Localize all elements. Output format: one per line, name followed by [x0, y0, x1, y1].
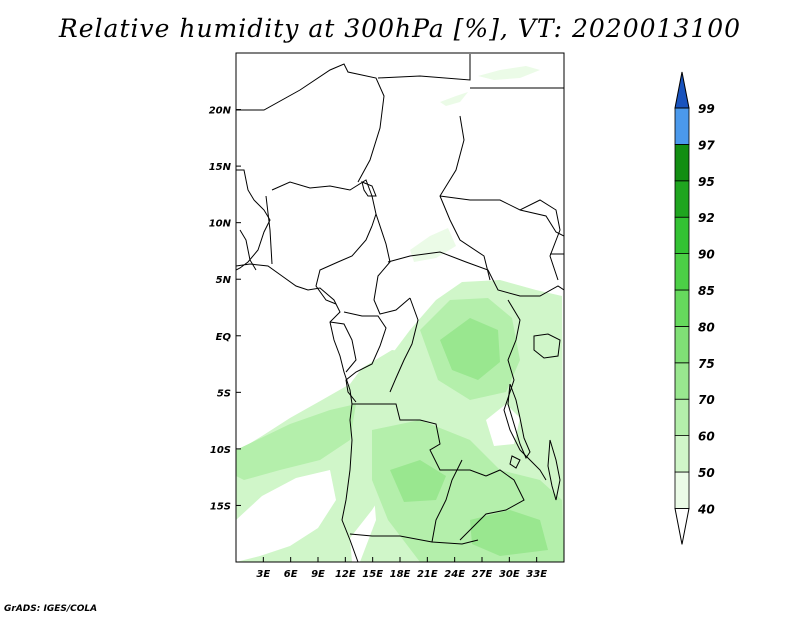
colorbar-segment — [674, 471, 690, 509]
credit-label: GrADS: IGES/COLA — [4, 604, 98, 614]
lon-tick-label: 12E — [335, 569, 356, 580]
colorbar-segment — [674, 180, 690, 218]
lat-tick-label: 15N — [209, 162, 232, 173]
border-car-chad — [387, 251, 564, 297]
lat-tick-label: 20N — [209, 106, 232, 117]
humidity-field — [236, 66, 564, 562]
border-zambia — [431, 459, 525, 543]
lake-mweru — [509, 455, 521, 469]
border-nigeria-niger — [271, 179, 377, 227]
colorbar-segment — [674, 289, 690, 327]
humidity-streak-north-b — [440, 92, 468, 106]
humidity-region-sw-band — [236, 404, 356, 480]
colorbar-segment — [674, 253, 690, 291]
colorbar-segment — [674, 362, 690, 400]
lat-tick-label: 10S — [210, 445, 231, 456]
colorbar-lower-extend — [674, 507, 690, 545]
colorbar-level-label: 50 — [698, 466, 715, 480]
lon-tick-label: 21E — [417, 569, 438, 580]
colorbar-segment — [674, 216, 690, 254]
colorbar-level-label: 99 — [698, 102, 715, 116]
border-east-africa — [503, 299, 547, 481]
lake-chad — [361, 181, 377, 197]
colorbar-level-label: 60 — [698, 430, 715, 444]
border-mali-mauritania — [236, 63, 385, 183]
colorbar-segment — [674, 107, 690, 145]
colorbar-segment — [674, 398, 690, 437]
border-sudan — [439, 195, 561, 281]
humidity-dry-pocket-sw — [236, 470, 336, 562]
border-gabon — [329, 321, 357, 373]
lake-malawi — [547, 439, 561, 501]
border-cameroon — [373, 213, 411, 315]
lon-tick-label: 24E — [444, 569, 465, 580]
lat-tick-label: 5N — [216, 275, 232, 286]
coastline-west-africa — [236, 169, 359, 562]
humidity-streak-mid — [410, 228, 456, 262]
lake-tanganyika — [507, 383, 531, 460]
colorbar-upper-extend — [674, 71, 690, 109]
colorbar-segment — [674, 435, 690, 473]
lon-tick-label: 30E — [499, 569, 520, 580]
border-nigeria-cameroon — [315, 225, 373, 305]
colorbar-level-label: 75 — [698, 357, 715, 371]
humidity-region-core-d — [390, 460, 446, 502]
border-drc-angola — [352, 403, 487, 477]
lat-tick-label: EQ — [216, 332, 232, 343]
lat-tick-label: 10N — [209, 219, 232, 230]
colorbar-segment — [674, 143, 690, 182]
country-borders — [236, 54, 564, 562]
humidity-region-core-e — [470, 510, 548, 556]
colorbar-level-label: 40 — [697, 502, 715, 516]
border-drc-north — [389, 297, 419, 393]
colorbar-level-label: 90 — [698, 248, 715, 262]
colorbar: 40 50 60 70 75 80 85 90 92 95 97 99 — [674, 71, 715, 545]
lon-tick-label: 6E — [284, 569, 298, 580]
border-angola-south — [349, 533, 479, 545]
humidity-region-core-b — [440, 318, 500, 380]
colorbar-level-label: 70 — [698, 393, 715, 407]
colorbar-level-label: 85 — [698, 284, 715, 298]
colorbar-level-label: 95 — [698, 175, 715, 189]
border-ghana-togo — [239, 195, 273, 271]
lon-tick-label: 9E — [311, 569, 325, 580]
border-ethiopia — [519, 209, 564, 255]
border-chad-libya — [439, 115, 491, 281]
lat-tick-label: 5S — [217, 388, 231, 399]
lon-tick-label: 3E — [256, 569, 270, 580]
map-title: Relative humidity at 300hPa [%], VT: 202… — [58, 14, 742, 43]
humidity-streak-north — [478, 66, 540, 80]
colorbar-segment — [674, 325, 690, 364]
colorbar-level-label: 92 — [698, 211, 715, 225]
axes: 3E 6E 9E 12E 15E 18E 21E 24E 27E 30E 33E 20N 15N 10N 5… — [209, 106, 548, 580]
lon-tick-label: 15E — [362, 569, 383, 580]
lon-tick-label: 33E — [526, 569, 547, 580]
lake-victoria — [533, 333, 561, 359]
colorbar-level-label: 80 — [698, 320, 715, 334]
lon-tick-label: 18E — [390, 569, 411, 580]
lon-tick-label: 27E — [472, 569, 493, 580]
colorbar-level-label: 97 — [698, 138, 715, 152]
border-congo — [343, 311, 387, 403]
border-niger — [377, 54, 564, 89]
lat-tick-label: 15S — [210, 501, 231, 512]
